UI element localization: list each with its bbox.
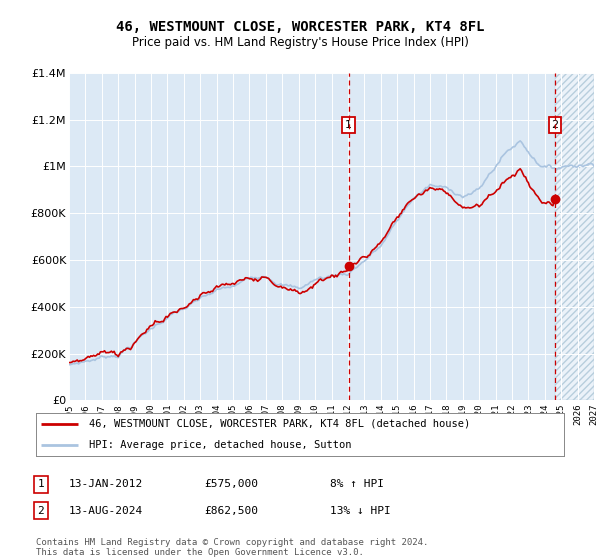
Text: £575,000: £575,000 [204,479,258,489]
Text: Price paid vs. HM Land Registry's House Price Index (HPI): Price paid vs. HM Land Registry's House … [131,36,469,49]
Text: 2: 2 [37,506,44,516]
Text: 13-AUG-2024: 13-AUG-2024 [69,506,143,516]
Text: £862,500: £862,500 [204,506,258,516]
Text: 13% ↓ HPI: 13% ↓ HPI [330,506,391,516]
Text: 8% ↑ HPI: 8% ↑ HPI [330,479,384,489]
Text: 2: 2 [551,120,559,130]
Text: 46, WESTMOUNT CLOSE, WORCESTER PARK, KT4 8FL: 46, WESTMOUNT CLOSE, WORCESTER PARK, KT4… [116,20,484,34]
Text: Contains HM Land Registry data © Crown copyright and database right 2024.
This d: Contains HM Land Registry data © Crown c… [36,538,428,557]
Text: 1: 1 [345,120,352,130]
Text: 13-JAN-2012: 13-JAN-2012 [69,479,143,489]
Text: HPI: Average price, detached house, Sutton: HPI: Average price, detached house, Sutt… [89,441,352,450]
Text: 1: 1 [37,479,44,489]
Text: 46, WESTMOUNT CLOSE, WORCESTER PARK, KT4 8FL (detached house): 46, WESTMOUNT CLOSE, WORCESTER PARK, KT4… [89,419,470,428]
